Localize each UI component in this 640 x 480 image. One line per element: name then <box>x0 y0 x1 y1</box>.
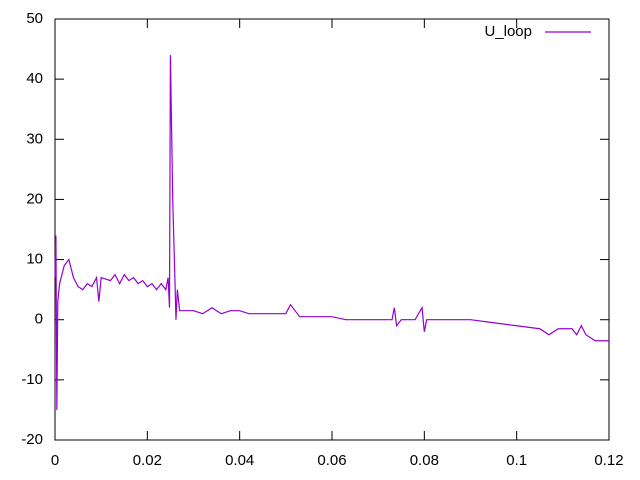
y-tick-label: 20 <box>26 190 43 207</box>
y-tick-label: -20 <box>21 431 43 448</box>
y-tick-label: 40 <box>26 70 43 87</box>
y-tick-label: -10 <box>21 371 43 388</box>
x-tick-label: 0.1 <box>506 452 527 469</box>
y-tick-label: 30 <box>26 130 43 147</box>
plot-border <box>54 18 610 441</box>
x-tick-label: 0.02 <box>133 452 162 469</box>
data-line <box>54 55 609 410</box>
legend-label: U_loop <box>484 23 532 40</box>
x-tick-label: 0.08 <box>410 452 439 469</box>
x-tick-label: 0.06 <box>317 452 346 469</box>
x-tick-label: 0.12 <box>594 452 623 469</box>
y-tick-label: 0 <box>35 311 43 328</box>
y-tick-label: 50 <box>26 10 43 27</box>
y-tick-label: 10 <box>26 251 43 268</box>
x-tick-label: 0 <box>51 452 59 469</box>
x-tick-label: 0.04 <box>225 452 254 469</box>
